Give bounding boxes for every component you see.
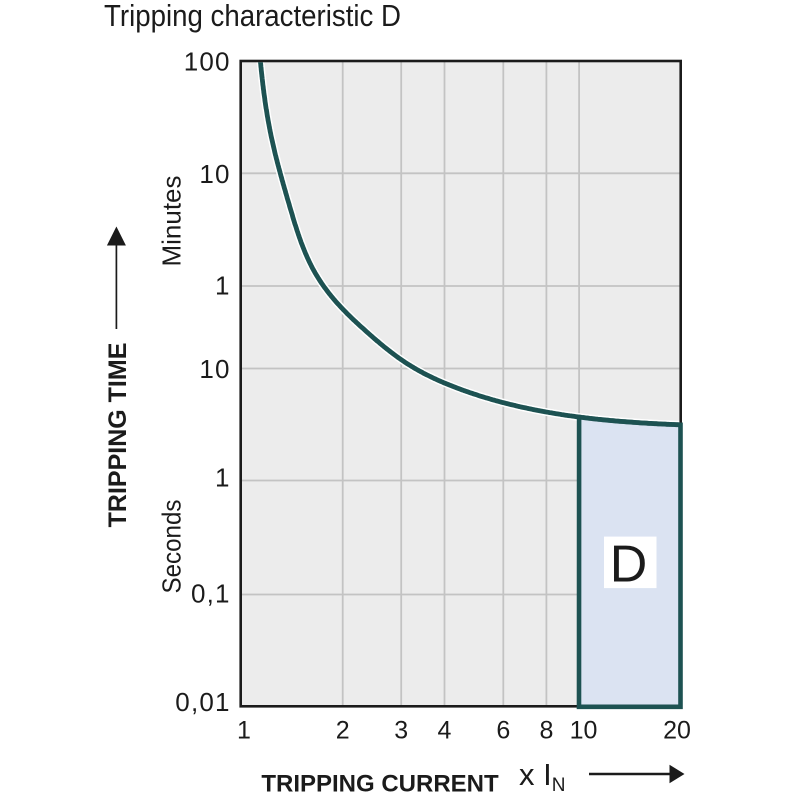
svg-text:6: 6	[496, 717, 510, 745]
svg-text:3: 3	[394, 717, 408, 745]
svg-text:0,1: 0,1	[191, 579, 231, 609]
svg-text:D: D	[610, 535, 648, 593]
svg-text:20: 20	[663, 717, 691, 745]
svg-text:1: 1	[237, 717, 251, 745]
svg-text:2: 2	[336, 717, 350, 745]
svg-text:10: 10	[199, 354, 230, 384]
svg-text:TRIPPING CURRENT: TRIPPING CURRENT	[261, 771, 499, 798]
svg-text:Minutes: Minutes	[157, 176, 187, 267]
svg-text:1: 1	[215, 271, 231, 301]
svg-text:TRIPPING TIME: TRIPPING TIME	[104, 343, 132, 528]
svg-text:100: 100	[184, 47, 231, 77]
svg-text:0,01: 0,01	[175, 687, 230, 717]
svg-text:10: 10	[199, 159, 230, 189]
svg-text:Tripping characteristic D: Tripping characteristic D	[104, 0, 401, 33]
svg-text:x IN: x IN	[519, 757, 565, 796]
svg-text:1: 1	[215, 463, 231, 493]
svg-text:4: 4	[438, 717, 452, 745]
svg-text:Seconds: Seconds	[157, 500, 187, 594]
svg-text:10: 10	[570, 717, 598, 745]
svg-text:8: 8	[539, 717, 553, 745]
